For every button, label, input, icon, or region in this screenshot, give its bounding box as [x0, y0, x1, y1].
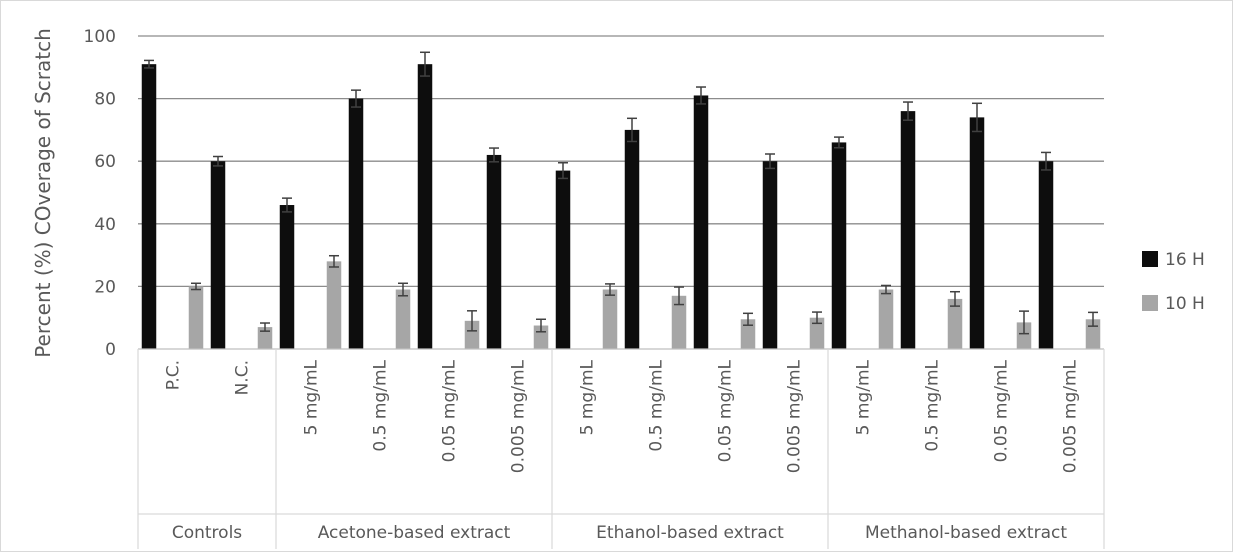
legend-item: 10 H	[1142, 294, 1205, 314]
error-bar	[627, 117, 637, 143]
group-label: Acetone-based extract	[318, 523, 511, 543]
bar	[1038, 161, 1054, 349]
y-axis-ticks: 0 20 40 60 80 100	[84, 27, 116, 360]
bar	[900, 111, 916, 350]
legend: 16 H 10 H	[1142, 250, 1205, 314]
y-tick-label: 100	[84, 27, 116, 47]
error-bar	[260, 322, 270, 332]
bar	[969, 117, 985, 349]
error-bar	[467, 310, 477, 332]
bar	[188, 286, 204, 349]
legend-swatch	[1142, 251, 1158, 267]
bar	[417, 64, 433, 350]
bars	[141, 51, 1101, 350]
y-tick-label: 80	[94, 90, 116, 110]
x-tick-label: 0.05 mg/mL	[992, 359, 1012, 462]
bar	[762, 161, 778, 349]
error-bar	[489, 147, 499, 163]
error-bar	[903, 101, 913, 121]
legend-label: 10 H	[1165, 294, 1205, 314]
bar	[395, 289, 411, 349]
bar	[141, 64, 157, 350]
error-bar	[1041, 151, 1051, 171]
error-bar	[398, 282, 408, 297]
bar	[740, 319, 756, 349]
error-bar	[558, 162, 568, 180]
bar	[555, 170, 571, 349]
legend-label: 16 H	[1165, 250, 1205, 270]
bar	[947, 298, 963, 349]
error-bar	[812, 311, 822, 325]
bar	[878, 289, 894, 349]
x-tick-label: 0.05 mg/mL	[716, 359, 736, 462]
error-bar	[674, 286, 684, 306]
bar	[486, 154, 502, 349]
x-tick-label: 5 mg/mL	[302, 359, 322, 435]
error-bar	[144, 59, 154, 69]
y-tick-label: 20	[94, 277, 116, 297]
error-bar	[213, 155, 223, 167]
error-bar	[696, 86, 706, 105]
y-tick-label: 0	[105, 340, 116, 360]
error-bar	[191, 282, 201, 291]
error-bar	[765, 153, 775, 170]
bar	[671, 295, 687, 349]
error-bar	[834, 136, 844, 149]
error-bar	[536, 318, 546, 333]
x-tick-label: P.C.	[164, 360, 184, 390]
error-bar	[1088, 311, 1098, 327]
x-tick-label: 5 mg/mL	[578, 359, 598, 435]
legend-item: 16 H	[1142, 250, 1205, 270]
group-label: Controls	[172, 523, 242, 543]
bar	[279, 205, 295, 349]
error-bar	[743, 312, 753, 326]
y-tick-label: 60	[94, 152, 116, 172]
x-tick-label: 0.05 mg/mL	[440, 359, 460, 462]
error-bar	[282, 197, 292, 213]
bar	[326, 261, 342, 349]
error-bar	[972, 102, 982, 133]
x-tick-label: 0.005 mg/mL	[509, 359, 529, 473]
error-bar	[420, 51, 430, 77]
bar	[464, 320, 480, 349]
error-bar	[329, 254, 339, 268]
gridlines	[138, 35, 1104, 288]
bar	[831, 142, 847, 349]
error-bar	[1019, 310, 1029, 335]
x-tick-label: 5 mg/mL	[854, 359, 874, 435]
group-label: Methanol-based extract	[865, 523, 1067, 543]
error-bar	[881, 284, 891, 295]
bar	[624, 129, 640, 349]
x-tick-label: 0.005 mg/mL	[785, 359, 805, 473]
bar	[348, 98, 364, 349]
x-axis: P.C. N.C. 5 mg/mL 0.5 mg/mL 0.05 mg/mL 0.005 …	[137, 348, 1105, 549]
bar	[809, 317, 825, 349]
error-bar	[950, 290, 960, 307]
y-tick-label: 40	[94, 215, 116, 235]
legend-swatch	[1142, 295, 1158, 311]
x-tick-label: 0.005 mg/mL	[1061, 359, 1081, 473]
bar	[693, 95, 709, 349]
x-tick-label: 0.5 mg/mL	[923, 359, 943, 451]
error-bar	[605, 283, 615, 296]
bar	[602, 289, 618, 349]
bar	[210, 161, 226, 349]
x-tick-label: N.C.	[233, 360, 253, 395]
x-tick-label: 0.5 mg/mL	[371, 359, 391, 451]
y-axis-label: Percent (%) COverage of Scratch	[31, 28, 55, 358]
x-tick-label: 0.5 mg/mL	[647, 359, 667, 451]
bar	[257, 327, 273, 349]
error-bar	[351, 89, 361, 108]
bar	[1016, 322, 1032, 349]
group-label: Ethanol-based extract	[596, 523, 784, 543]
